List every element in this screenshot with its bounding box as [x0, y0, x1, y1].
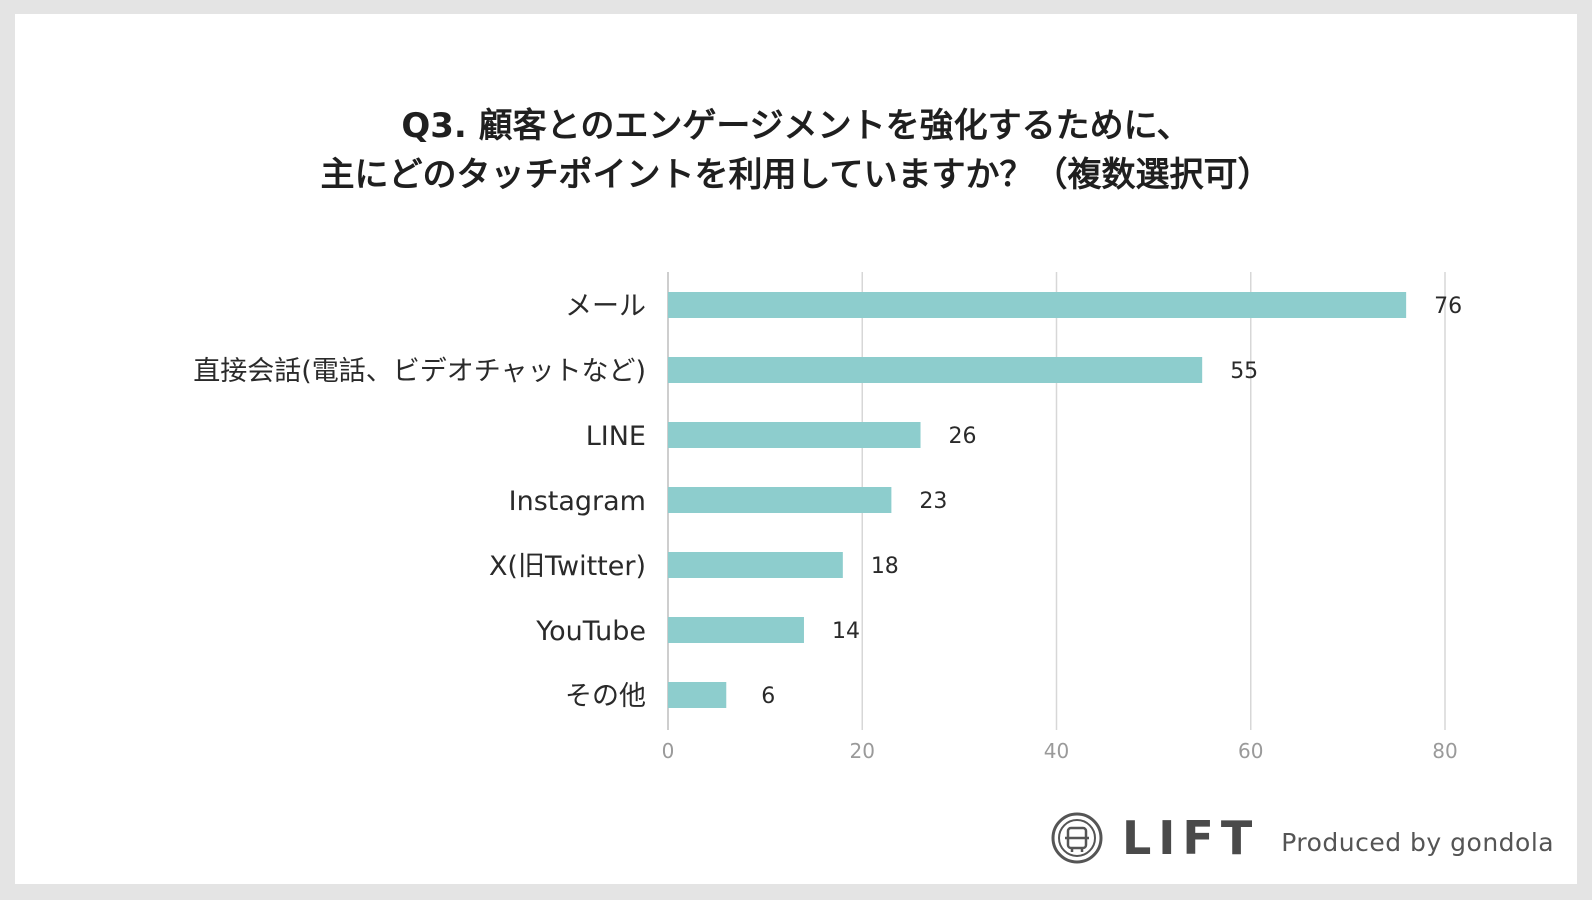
bar — [668, 357, 1203, 383]
x-tick-label: 40 — [1044, 739, 1069, 763]
footer: LIFT Produced by gondola — [1050, 810, 1554, 866]
bar — [668, 552, 843, 578]
x-tick-label: 60 — [1238, 739, 1263, 763]
brand-name: LIFT — [1122, 811, 1260, 865]
x-tick-label: 0 — [662, 739, 675, 763]
bar — [668, 487, 892, 513]
data-label: 14 — [832, 619, 860, 644]
category-label: LINE — [586, 421, 646, 452]
produced-by-text: Produced by gondola — [1281, 827, 1555, 857]
lift-logo-icon — [1051, 812, 1103, 864]
data-label: 55 — [1230, 359, 1258, 384]
data-label: 76 — [1434, 294, 1462, 319]
bar — [668, 292, 1407, 318]
data-label: 26 — [949, 424, 977, 449]
category-label: Instagram — [509, 486, 646, 517]
title-line-2: 主にどのタッチポイントを利用していますか？（複数選択可） — [320, 155, 1272, 195]
category-label: メール — [565, 291, 646, 322]
category-label: その他 — [565, 681, 646, 712]
data-label: 18 — [871, 554, 899, 579]
chart-card — [15, 14, 1577, 884]
category-label: YouTube — [535, 616, 646, 647]
bar — [668, 422, 921, 448]
category-label: X(旧Twitter) — [489, 551, 646, 582]
category-label: 直接会話(電話、ビデオチャットなど) — [193, 356, 646, 387]
data-label: 6 — [761, 684, 775, 709]
title-line-1: Q3. 顧客とのエンゲージメントを強化するために、 — [401, 106, 1191, 146]
x-tick-label: 80 — [1432, 739, 1457, 763]
x-tick-label: 20 — [850, 739, 875, 763]
chart-title: Q3. 顧客とのエンゲージメントを強化するために、 主にどのタッチポイントを利用… — [0, 102, 1592, 200]
bar — [668, 617, 804, 643]
bar — [668, 682, 727, 708]
data-label: 23 — [919, 489, 947, 514]
